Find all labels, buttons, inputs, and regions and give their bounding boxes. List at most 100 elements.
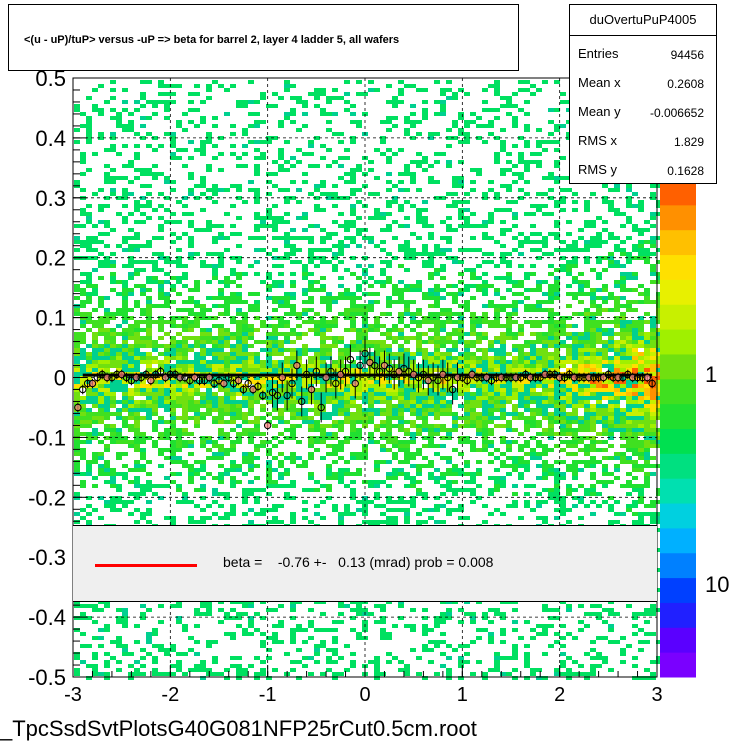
heatmap-cell [458,336,464,340]
heatmap-cell [620,332,626,336]
heatmap-cell [392,396,398,400]
heatmap-cell [536,396,542,400]
heatmap-cell [560,124,566,128]
heatmap-cell [380,332,386,336]
heatmap-cell [218,328,224,332]
heatmap-cell [218,444,224,448]
heatmap-cell [566,440,572,444]
heatmap-cell [236,468,242,472]
heatmap-cell [584,308,590,312]
heatmap-cell [524,424,530,428]
heatmap-cell [554,352,560,356]
heatmap-cell [530,92,536,96]
heatmap-cell [236,384,242,388]
heatmap-cell [554,124,560,128]
heatmap-cell [614,236,620,240]
heatmap-cell [206,412,212,416]
heatmap-cell [386,412,392,416]
heatmap-cell [110,412,116,416]
heatmap-cell [104,424,110,428]
heatmap-cell [290,332,296,336]
heatmap-cell [182,320,188,324]
heatmap-cell [524,304,530,308]
heatmap-cell [200,328,206,332]
heatmap-cell [212,392,218,396]
heatmap-cell [638,416,644,420]
heatmap-cell [266,440,272,444]
heatmap-cell [500,396,506,400]
heatmap-cell [536,248,542,252]
heatmap-cell [644,432,650,436]
heatmap-cell [614,392,620,396]
heatmap-cell [602,328,608,332]
heatmap-cell [536,348,542,352]
heatmap-cell [230,152,236,156]
heatmap-cell [104,480,110,484]
heatmap-cell [650,408,656,412]
heatmap-cell [218,400,224,404]
heatmap-cell [548,176,554,180]
heatmap-cell [584,448,590,452]
heatmap-cell [170,424,176,428]
heatmap-cell [602,416,608,420]
heatmap-cell [296,200,302,204]
heatmap-cell [224,368,230,372]
heatmap-cell [74,284,80,288]
heatmap-cell [644,320,650,324]
heatmap-cell [194,424,200,428]
heatmap-cell [200,484,206,488]
heatmap-cell [482,288,488,292]
heatmap-cell [524,484,530,488]
heatmap-cell [638,364,644,368]
heatmap-cell [638,452,644,456]
heatmap-cell [524,396,530,400]
heatmap-cell [644,368,650,372]
heatmap-cell [86,272,92,276]
heatmap-cell [146,332,152,336]
heatmap-cell [638,396,644,400]
heatmap-cell [230,204,236,208]
heatmap-cell [548,364,554,368]
heatmap-cell [338,312,344,316]
heatmap-cell [470,324,476,328]
heatmap-cell [296,456,302,460]
heatmap-cell [206,328,212,332]
heatmap-cell [644,356,650,360]
heatmap-cell [608,348,614,352]
heatmap-cell [488,252,494,256]
heatmap-cell [182,392,188,396]
heatmap-cell [80,480,86,484]
heatmap-cell [620,344,626,348]
heatmap-cell [566,304,572,308]
heatmap-cell [242,356,248,360]
heatmap-cell [602,472,608,476]
heatmap-cell [410,404,416,408]
heatmap-cell [326,416,332,420]
heatmap-cell [170,388,176,392]
heatmap-cell [494,480,500,484]
heatmap-cell [404,452,410,456]
heatmap-cell [158,292,164,296]
heatmap-cell [512,412,518,416]
heatmap-cell [296,248,302,252]
heatmap-cell [80,324,86,328]
heatmap-cell [338,212,344,216]
heatmap-cell [224,448,230,452]
heatmap-cell [134,420,140,424]
heatmap-cell [584,408,590,412]
heatmap-cell [476,136,482,140]
heatmap-cell [602,404,608,408]
heatmap-cell [152,268,158,272]
heatmap-cell [170,300,176,304]
heatmap-cell [92,104,98,108]
heatmap-cell [248,404,254,408]
heatmap-cell [602,220,608,224]
heatmap-cell [206,96,212,100]
heatmap-cell [146,480,152,484]
heatmap-cell [578,468,584,472]
heatmap-cell [134,404,140,408]
heatmap-cell [296,324,302,328]
heatmap-cell [548,316,554,320]
heatmap-cell [440,104,446,108]
heatmap-cell [170,344,176,348]
